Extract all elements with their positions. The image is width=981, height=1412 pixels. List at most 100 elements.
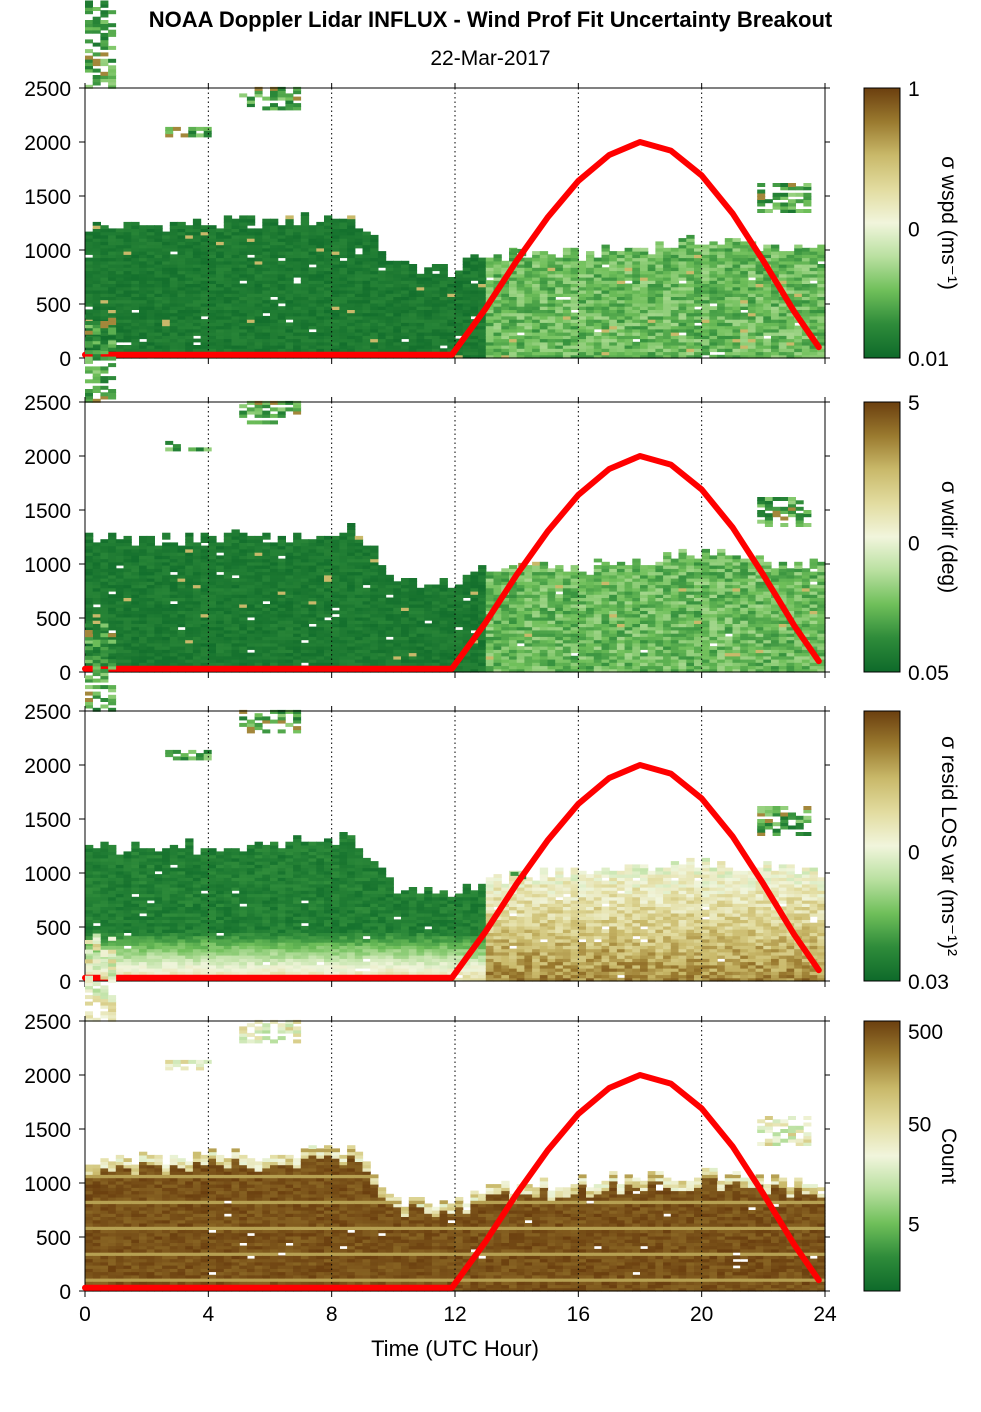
heatmap-cell <box>663 247 672 252</box>
heatmap-cell <box>200 535 209 540</box>
heatmap-cell <box>115 581 125 586</box>
heatmap-cell <box>231 293 240 297</box>
heatmap-cell <box>786 270 795 275</box>
heatmap-cell <box>239 273 248 278</box>
heatmap-cell <box>501 302 510 307</box>
heatmap-cell <box>524 351 533 356</box>
heatmap-cell <box>539 260 549 265</box>
heatmap-cell <box>115 322 125 327</box>
heatmap-cell <box>809 251 818 255</box>
heatmap-cell <box>709 315 718 320</box>
heatmap-cell <box>670 309 680 314</box>
heatmap-cell <box>300 574 310 579</box>
heatmap-cell <box>262 231 271 236</box>
heatmap-cell <box>632 283 641 288</box>
heatmap-cell <box>647 332 656 336</box>
heatmap-cell <box>216 545 225 550</box>
heatmap-cell <box>324 257 333 262</box>
heatmap-cell <box>169 620 179 624</box>
heatmap-cell <box>246 578 256 582</box>
heatmap-cell <box>339 283 348 288</box>
heatmap-cell <box>524 296 533 301</box>
heatmap-cell <box>717 254 726 259</box>
heatmap-cell <box>547 254 556 259</box>
heatmap-cell <box>139 626 148 631</box>
heatmap-cell <box>146 273 155 278</box>
heatmap-cell <box>370 302 379 307</box>
heatmap-cell <box>786 293 795 297</box>
heatmap-cell <box>270 264 279 268</box>
heatmap-cell <box>764 199 773 204</box>
heatmap-cell <box>316 345 325 349</box>
heatmap-cell <box>200 629 209 634</box>
heatmap-cell <box>740 290 749 294</box>
heatmap-cell <box>123 322 132 327</box>
heatmap-cell <box>347 312 356 317</box>
heatmap-cell <box>277 319 286 323</box>
heatmap-cell <box>208 591 217 595</box>
heatmap-cell <box>524 335 533 340</box>
heatmap-cell <box>609 277 618 281</box>
heatmap-cell <box>485 293 495 297</box>
heatmap-cell <box>532 273 541 278</box>
heatmap-cell <box>347 319 356 323</box>
heatmap-cell <box>177 267 186 272</box>
heatmap-cell <box>146 241 155 246</box>
heatmap-cell <box>516 293 525 297</box>
heatmap-cell <box>223 548 233 553</box>
heatmap-cell <box>462 293 471 297</box>
heatmap-cell <box>139 299 148 304</box>
heatmap-cell <box>139 629 148 634</box>
heatmap-cell <box>169 662 179 667</box>
heatmap-cell <box>316 257 325 262</box>
heatmap-cell <box>701 306 710 310</box>
heatmap-cell <box>509 257 518 262</box>
heatmap-cell <box>185 348 194 353</box>
heatmap-cell <box>717 322 726 327</box>
heatmap-cell <box>647 338 656 343</box>
heatmap-cell <box>223 542 233 547</box>
heatmap-cell <box>678 267 687 272</box>
heatmap-cell <box>532 277 541 281</box>
heatmap-cell <box>293 257 302 262</box>
heatmap-cell <box>624 338 633 343</box>
heatmap-cell <box>277 270 286 275</box>
heatmap-cell <box>246 604 256 608</box>
heatmap-cell <box>586 283 595 288</box>
heatmap-cell <box>516 312 525 317</box>
heatmap-cell <box>331 251 340 255</box>
heatmap-cell <box>162 594 171 598</box>
heatmap-cell <box>462 290 471 294</box>
heatmap-cell <box>216 636 225 641</box>
heatmap-cell <box>139 581 148 586</box>
heatmap-cell <box>169 587 179 592</box>
heatmap-cell <box>780 209 789 213</box>
heatmap-cell <box>123 604 132 608</box>
heatmap-cell <box>231 319 240 323</box>
heatmap-cell <box>786 325 795 330</box>
heatmap-cell <box>123 319 132 323</box>
heatmap-cell <box>254 306 263 310</box>
heatmap-cell <box>85 542 94 547</box>
heatmap-cell <box>709 332 718 336</box>
heatmap-cell <box>139 251 148 255</box>
heatmap-cell <box>516 322 525 327</box>
heatmap-cell <box>270 322 279 327</box>
heatmap-cell <box>732 286 741 291</box>
heatmap-cell <box>755 302 764 307</box>
heatmap-cell <box>115 231 125 236</box>
heatmap-cell <box>624 293 633 297</box>
heatmap-cell <box>208 231 217 236</box>
heatmap-cell <box>270 662 279 667</box>
heatmap-cell <box>115 633 125 637</box>
heatmap-cell <box>339 247 348 252</box>
heatmap-cell <box>670 260 680 265</box>
heatmap-cell <box>586 254 595 259</box>
heatmap-cell <box>593 341 603 346</box>
heatmap-cell <box>817 247 826 252</box>
heatmap-cell <box>177 662 186 667</box>
heatmap-cell <box>493 267 502 272</box>
heatmap-cell <box>108 81 117 86</box>
heatmap-cell <box>647 270 656 275</box>
